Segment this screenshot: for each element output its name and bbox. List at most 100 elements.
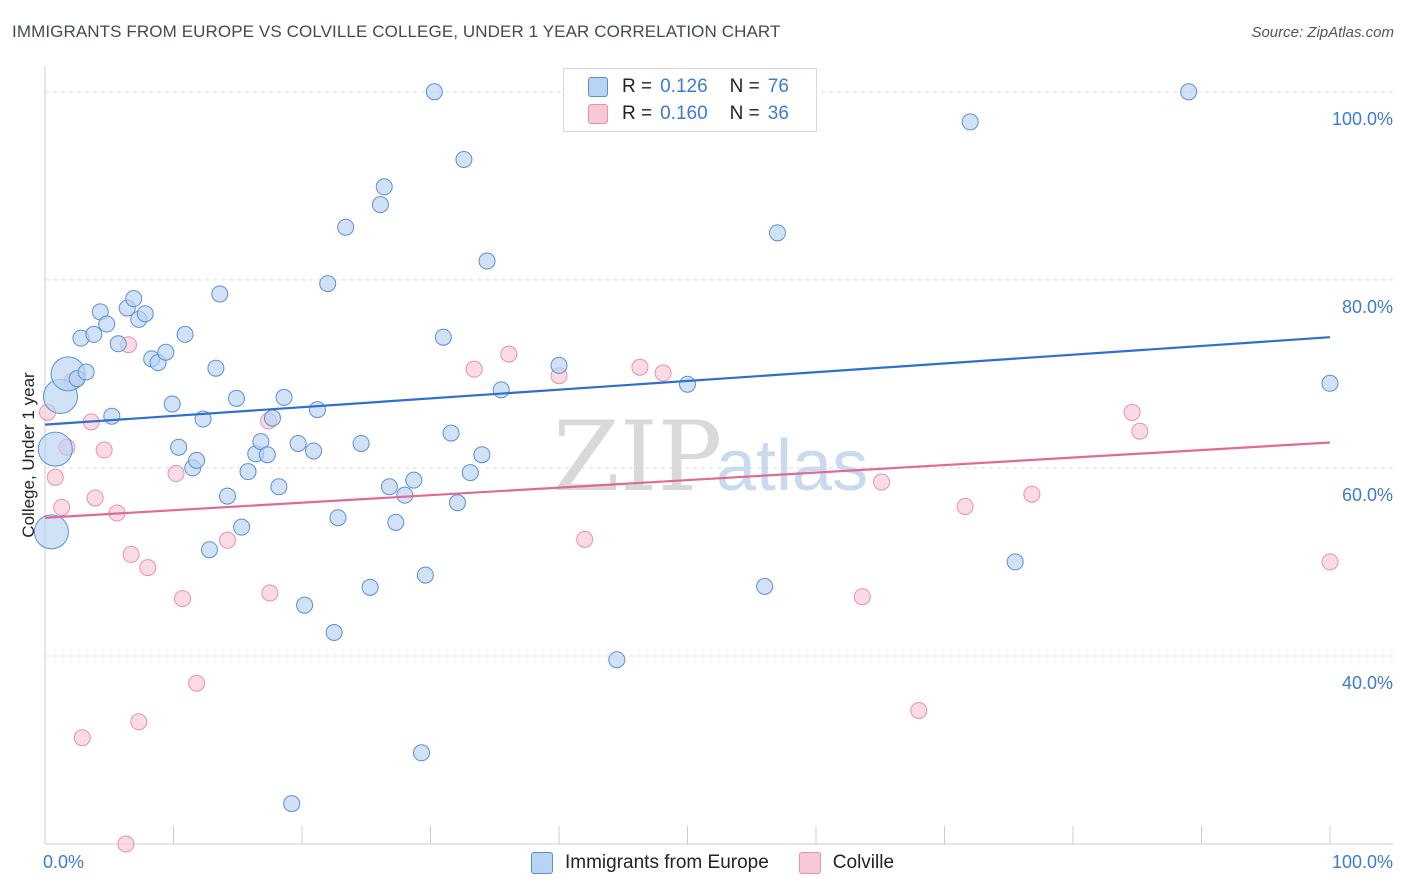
source-label: Source: ZipAtlas.com bbox=[1251, 24, 1394, 41]
europe-point bbox=[756, 577, 774, 595]
legend-r-value: 0.126 bbox=[660, 76, 708, 97]
europe-points bbox=[33, 83, 1339, 813]
europe-point bbox=[163, 395, 181, 413]
colville-point bbox=[1123, 403, 1141, 421]
europe-point bbox=[227, 389, 245, 407]
colville-point bbox=[130, 713, 148, 731]
europe-point bbox=[308, 401, 326, 419]
europe-point bbox=[77, 363, 95, 381]
colville-point bbox=[73, 729, 91, 747]
europe-point bbox=[337, 218, 355, 236]
europe-point bbox=[270, 478, 288, 496]
europe-point bbox=[1006, 553, 1024, 571]
legend-row-colville: R = 0.160 N = 36 bbox=[588, 102, 789, 126]
europe-point bbox=[125, 290, 143, 308]
colville-point bbox=[654, 364, 672, 382]
europe-point bbox=[371, 196, 389, 214]
europe-point bbox=[1321, 374, 1339, 392]
colville-point bbox=[956, 497, 974, 515]
europe-point bbox=[218, 487, 236, 505]
europe-point bbox=[325, 623, 343, 641]
colville-point bbox=[1023, 485, 1041, 503]
europe-point bbox=[679, 375, 696, 393]
europe-point bbox=[492, 381, 510, 399]
europe-point bbox=[283, 795, 301, 813]
legend-r-label: R = bbox=[622, 103, 653, 124]
watermark-zip: ZIP bbox=[553, 401, 722, 513]
europe-point bbox=[380, 478, 398, 496]
legend-item-colville[interactable]: Colville bbox=[798, 852, 894, 874]
trend-lines bbox=[44, 336, 1331, 519]
europe-point bbox=[103, 407, 121, 425]
grid bbox=[45, 91, 1393, 657]
colville-point bbox=[173, 590, 191, 608]
legend-label-europe: Immigrants from Europe bbox=[565, 852, 769, 873]
europe-point bbox=[329, 509, 347, 527]
europe-point bbox=[425, 83, 443, 101]
y-tick-label: 40.0% bbox=[1342, 673, 1393, 693]
europe-point bbox=[352, 434, 370, 452]
europe-point bbox=[296, 596, 314, 614]
x-tick-label-min: 0.0% bbox=[43, 852, 84, 872]
legend-swatch-colville bbox=[798, 852, 821, 874]
europe-point bbox=[961, 113, 979, 131]
europe-point bbox=[275, 388, 293, 406]
legend-r-value: 0.160 bbox=[660, 103, 708, 124]
colville-point bbox=[188, 674, 206, 692]
colville-point bbox=[1131, 422, 1149, 440]
y-axis-title: College, Under 1 year bbox=[19, 372, 38, 538]
europe-point bbox=[550, 356, 568, 374]
legend-swatch-europe bbox=[531, 852, 553, 874]
colville-point bbox=[261, 584, 279, 602]
legend-n-value: 36 bbox=[767, 103, 789, 124]
europe-point bbox=[413, 744, 431, 762]
europe-point bbox=[239, 463, 257, 481]
europe-point bbox=[768, 224, 786, 242]
europe-point bbox=[361, 578, 379, 596]
europe-point bbox=[33, 514, 69, 550]
y-tick-label: 100.0% bbox=[1332, 109, 1393, 129]
europe-point bbox=[85, 325, 103, 343]
colville-point bbox=[465, 360, 483, 378]
colville-point bbox=[853, 588, 871, 606]
y-tick-label: 60.0% bbox=[1342, 485, 1393, 505]
europe-point bbox=[109, 335, 127, 353]
chart-title: IMMIGRANTS FROM EUROPE VS COLVILLE COLLE… bbox=[12, 22, 781, 41]
europe-point bbox=[1180, 83, 1198, 101]
europe-point bbox=[608, 651, 626, 669]
europe-point bbox=[263, 409, 281, 427]
europe-point bbox=[478, 252, 496, 270]
colville-point bbox=[218, 531, 236, 549]
europe-point bbox=[434, 328, 452, 346]
europe-trend-line bbox=[44, 336, 1331, 426]
colville-point bbox=[1321, 553, 1339, 571]
europe-point bbox=[375, 178, 393, 196]
legend-n-label: N = bbox=[729, 76, 760, 97]
legend-n-value: 76 bbox=[767, 76, 789, 97]
stats-legend: R = 0.126 N = 76 R = 0.160 N = 36 bbox=[563, 68, 817, 132]
europe-point bbox=[211, 285, 229, 303]
colville-point bbox=[86, 489, 104, 507]
europe-point bbox=[461, 464, 479, 482]
colville-point bbox=[910, 701, 928, 719]
colville-point bbox=[139, 559, 157, 577]
colville-point bbox=[117, 835, 135, 853]
colville-point bbox=[122, 545, 140, 563]
colville-point bbox=[873, 473, 891, 491]
legend-r-label: R = bbox=[622, 76, 653, 97]
europe-point bbox=[98, 315, 116, 333]
colville-trend-line bbox=[44, 441, 1331, 519]
europe-point bbox=[157, 343, 175, 361]
europe-point bbox=[387, 513, 405, 531]
y-tick-labels: 40.0% 60.0% 80.0% 100.0% bbox=[1332, 109, 1393, 693]
watermark-atlas: atlas bbox=[716, 426, 868, 506]
colville-point bbox=[167, 465, 185, 483]
legend-item-europe[interactable]: Immigrants from Europe bbox=[531, 852, 769, 874]
legend-row-europe: R = 0.126 N = 76 bbox=[588, 75, 789, 99]
colville-point bbox=[46, 468, 64, 486]
europe-point bbox=[200, 541, 218, 559]
europe-point bbox=[319, 275, 337, 293]
y-tick-label: 80.0% bbox=[1342, 297, 1393, 317]
europe-point bbox=[305, 442, 323, 460]
